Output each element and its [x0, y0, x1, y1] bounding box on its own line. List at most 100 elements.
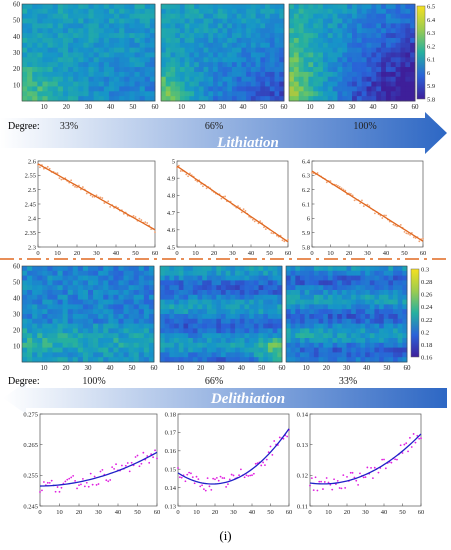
delith-map-cell — [42, 270, 48, 276]
delith-map-cell — [225, 266, 231, 272]
lith-map-cell — [293, 91, 300, 97]
delith-map-cell — [174, 352, 180, 358]
lith-map-cell — [73, 86, 79, 92]
lith-map-cell — [318, 37, 324, 44]
lith-map-cell — [400, 37, 406, 44]
delith-map-cell — [299, 275, 306, 281]
delith-plot-point — [349, 471, 352, 474]
lith-map-cell — [352, 67, 358, 73]
lith-map-cell — [322, 37, 329, 44]
lith-map-cell — [149, 81, 156, 87]
delith-map-cell — [160, 323, 166, 329]
lith-map-cell — [52, 81, 59, 87]
lith-map-cell — [57, 23, 64, 29]
delith-map-cell — [272, 314, 278, 320]
lith-map-cell — [78, 76, 84, 82]
lith-map-cell — [203, 81, 209, 87]
delith-map-cell — [383, 352, 389, 358]
lith-map-cell — [27, 37, 33, 44]
delith-map-cell — [327, 318, 333, 324]
delith-map-cell — [123, 318, 130, 324]
lith-map-cell — [347, 23, 353, 29]
lith-map-cell — [108, 47, 115, 53]
delith-plot-point — [184, 480, 187, 483]
delith-map-cell — [192, 323, 198, 329]
delith-map-cell — [253, 318, 259, 324]
lith-map-cell — [298, 42, 304, 49]
delith-plot-xtick: 30 — [362, 509, 369, 516]
lith-map-cell — [308, 67, 314, 73]
lith-map-cell — [376, 42, 382, 49]
delith-map-cell — [332, 285, 338, 291]
delith-map-cell — [133, 314, 140, 320]
delith-map-cell — [169, 275, 175, 281]
delith-map-cell — [211, 338, 217, 344]
lith-plot-point — [353, 199, 356, 202]
delith-map-cell — [360, 270, 366, 276]
lith-map-cell — [250, 96, 257, 102]
delith-map-cell — [93, 290, 99, 296]
delith-map-cell — [323, 357, 329, 363]
delith-map-cell — [360, 314, 366, 320]
delith-map-cell — [365, 304, 371, 310]
lith-map-cell — [279, 18, 285, 24]
delith-map-cell — [72, 338, 79, 344]
delith-map-cell — [355, 304, 361, 310]
lith-map-cell — [37, 86, 43, 92]
lith-map-cell — [108, 18, 115, 24]
delith-map-cell — [160, 347, 166, 353]
delith-map-cell — [313, 328, 319, 334]
lith-map-cell — [93, 86, 100, 92]
lith-map-cell — [129, 4, 135, 10]
lith-plot-point — [338, 186, 341, 188]
lith-map-cell — [293, 33, 300, 39]
lith-map-cell — [342, 62, 348, 68]
delith-plot-point — [46, 481, 49, 484]
lith-map-cell — [313, 91, 319, 97]
lith-map-cell — [165, 52, 171, 58]
lith-map-cell — [124, 67, 130, 73]
lith-map-cell — [366, 91, 372, 97]
lith-map-cell — [208, 86, 214, 92]
delith-map-cell — [47, 318, 53, 324]
delith-plot-point — [254, 462, 257, 465]
lith-map-cell — [332, 47, 338, 53]
lith-map-cell — [313, 47, 319, 53]
lith-cbar-tick: 6.5 — [427, 4, 435, 11]
delith-map-cell — [77, 338, 84, 344]
delith-map-cell — [374, 328, 380, 334]
delith-map-cell — [202, 290, 208, 296]
lith-map-cell — [88, 13, 95, 19]
delith-map-cell — [133, 275, 140, 281]
lith-map-cell — [337, 8, 343, 15]
lith-map-cell — [144, 81, 151, 87]
delith-map-cell — [160, 318, 166, 324]
lith-map-xtick: 60 — [281, 103, 289, 111]
delith-map-cell — [206, 275, 213, 281]
lith-map-cell — [303, 8, 309, 15]
delith-map-cell — [123, 357, 130, 363]
delith-map-cell — [138, 338, 145, 344]
delith-map-cell — [383, 318, 389, 324]
delith-map-cell — [318, 290, 324, 296]
lith-map-cell — [269, 52, 275, 58]
delith-plot-ytick: 0.17 — [165, 430, 177, 437]
delith-plot-point — [70, 476, 73, 479]
lith-map-cell — [390, 62, 397, 68]
lith-map-cell — [119, 42, 125, 49]
delith-map-cell — [202, 333, 208, 339]
lith-map-cell — [274, 91, 280, 97]
delith-map-cell — [160, 314, 166, 320]
delith-map-cell — [72, 280, 79, 286]
delith-map-cell — [202, 304, 208, 310]
lith-map-cell — [289, 96, 295, 102]
delith-map-cell — [318, 275, 324, 281]
delith-map-cell — [272, 342, 278, 348]
lith-map-cell — [332, 33, 338, 39]
delith-map-cell — [225, 294, 231, 300]
lith-map-cell — [175, 91, 181, 97]
lith-map-cell — [371, 13, 377, 19]
delith-map-cell — [47, 333, 53, 339]
delith-plot-point — [278, 436, 281, 439]
lith-map-cell — [260, 37, 266, 44]
